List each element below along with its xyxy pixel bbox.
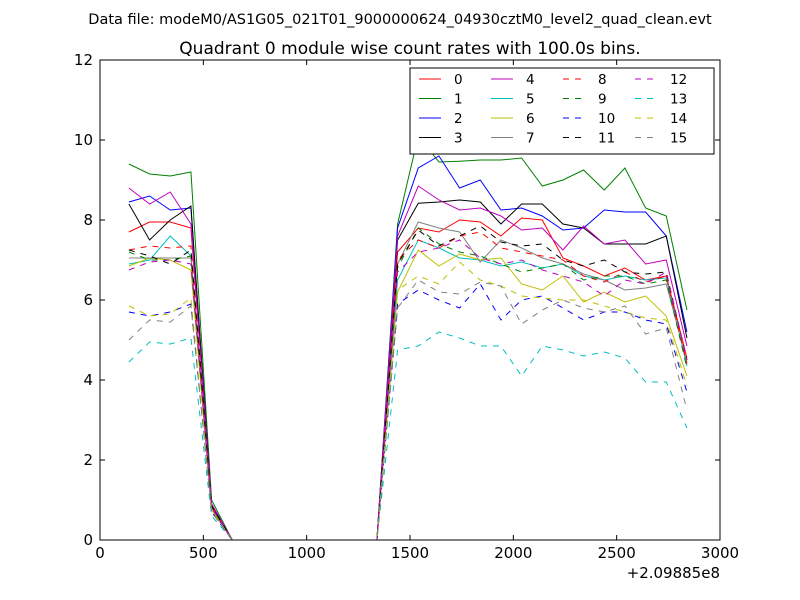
- legend-label-2: 2: [454, 111, 463, 127]
- series-line-12: [128, 239, 688, 541]
- y-tick-label: 0: [83, 531, 93, 549]
- series-line-1: [128, 134, 688, 541]
- legend-label-1: 1: [454, 92, 463, 108]
- x-tick-label: 500: [189, 544, 218, 562]
- legend-label-3: 3: [454, 131, 463, 147]
- legend-label-11: 11: [598, 131, 615, 147]
- y-tick-label: 4: [83, 371, 93, 389]
- y-tick-label: 12: [74, 51, 93, 69]
- legend-box: [409, 67, 715, 155]
- legend-label-0: 0: [454, 72, 463, 88]
- x-axis-offset-label: +2.09885e8: [627, 564, 720, 582]
- legend-label-7: 7: [526, 131, 535, 147]
- x-tick-labels: 0 500 1000 1500 2000 2500 3000: [95, 544, 739, 562]
- series-line-13: [128, 331, 688, 541]
- legend-label-13: 13: [670, 92, 687, 108]
- x-tick-label: 3000: [701, 544, 739, 562]
- legend-label-6: 6: [526, 111, 535, 127]
- y-tick-label: 8: [83, 211, 93, 229]
- x-tick-label: 1500: [391, 544, 429, 562]
- y-tick-label: 6: [83, 291, 93, 309]
- x-tick-label: 2000: [494, 544, 532, 562]
- y-tick-labels: 0 2 4 6 8 10 12: [74, 51, 93, 549]
- x-tick-label: 1000: [288, 544, 326, 562]
- legend-label-5: 5: [526, 92, 535, 108]
- series-line-11: [128, 225, 688, 541]
- figure-suptitle: Data file: modeM0/AS1G05_021T01_90000006…: [88, 12, 712, 28]
- y-tick-label: 2: [83, 451, 93, 469]
- legend-label-4: 4: [526, 72, 535, 88]
- series-line-14: [128, 261, 688, 541]
- series-line-4: [128, 185, 688, 541]
- chart-title: Quadrant 0 module wise count rates with …: [179, 39, 640, 59]
- series-line-8: [128, 231, 688, 541]
- x-tick-label: 0: [95, 544, 105, 562]
- legend-label-15: 15: [670, 131, 687, 147]
- series-layer: [128, 134, 688, 541]
- series-line-15: [128, 279, 688, 541]
- legend-label-10: 10: [598, 111, 615, 127]
- legend-label-12: 12: [670, 72, 687, 88]
- series-line-9: [128, 227, 688, 541]
- plot-frame: [99, 59, 721, 541]
- legend-label-14: 14: [670, 111, 687, 127]
- legend-label-8: 8: [598, 72, 607, 88]
- y-tick-label: 10: [74, 131, 93, 149]
- x-tick-label: 2500: [598, 544, 636, 562]
- legend-label-9: 9: [598, 92, 607, 108]
